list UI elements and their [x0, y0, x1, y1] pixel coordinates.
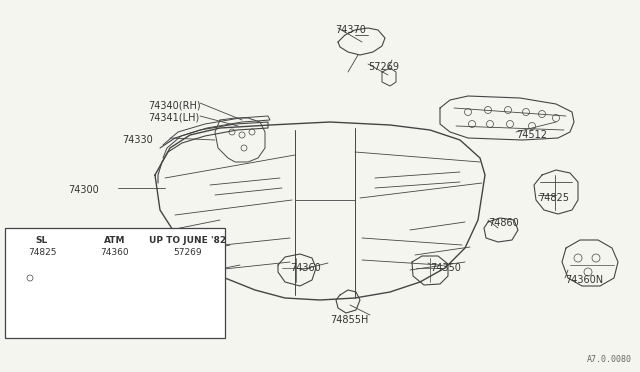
Text: 74350: 74350 [430, 263, 461, 273]
Text: A7.0.0080: A7.0.0080 [587, 355, 632, 364]
Text: 74330: 74330 [122, 135, 153, 145]
Text: 74370: 74370 [335, 25, 366, 35]
Text: 74360N: 74360N [565, 275, 603, 285]
Text: 74360: 74360 [290, 263, 321, 273]
Text: 57269: 57269 [173, 248, 202, 257]
Text: 74860: 74860 [488, 218, 519, 228]
Text: 74825: 74825 [28, 248, 56, 257]
Text: 57269: 57269 [368, 62, 399, 72]
Text: 74341(LH): 74341(LH) [148, 113, 199, 123]
Text: 74512: 74512 [516, 130, 547, 140]
Text: 74855H: 74855H [330, 315, 369, 325]
Text: UP TO JUNE '82: UP TO JUNE '82 [149, 236, 227, 245]
Text: 74360: 74360 [100, 248, 129, 257]
Text: 74825: 74825 [538, 193, 569, 203]
Text: SL: SL [36, 236, 48, 245]
Text: 74300: 74300 [68, 185, 99, 195]
Bar [5, 228, 225, 338]
Text: 74340(RH): 74340(RH) [148, 100, 200, 110]
Text: ATM: ATM [104, 236, 125, 245]
